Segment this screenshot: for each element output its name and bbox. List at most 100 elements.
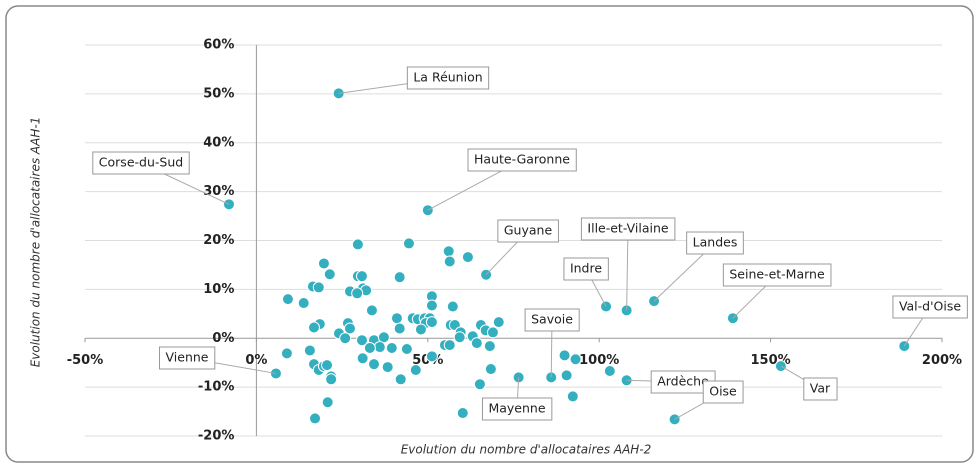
point	[442, 245, 455, 258]
point	[402, 237, 415, 250]
point	[483, 340, 496, 353]
leader-line	[626, 228, 629, 311]
label-box	[497, 219, 559, 243]
point-label: Val-d'Oise	[892, 295, 968, 319]
frame	[5, 5, 974, 463]
point-label: Ille-et-Vilaine	[580, 217, 676, 241]
point-label: Seine-et-Marne	[722, 263, 832, 287]
point	[381, 361, 394, 374]
x-tick-label: 200%	[922, 353, 962, 368]
y-axis-title: Evolution du nombre d'allocataires AAH-1	[29, 117, 43, 368]
point-label: Haute-Garonne	[467, 148, 577, 172]
point	[425, 299, 438, 312]
y-tick-label: 10%	[203, 282, 234, 297]
point	[355, 334, 368, 347]
x-tick-label: -50%	[67, 353, 104, 368]
point	[325, 373, 338, 386]
label-text: Savoie	[531, 312, 573, 327]
label-box	[702, 380, 744, 404]
label-text: Ardèche	[657, 374, 709, 389]
point	[425, 316, 438, 329]
point	[560, 369, 573, 382]
point	[309, 412, 322, 425]
point	[365, 304, 378, 317]
point	[425, 350, 438, 363]
point	[394, 373, 407, 386]
label-box	[467, 148, 577, 172]
point-label: Oise	[702, 380, 744, 404]
label-box	[892, 295, 968, 319]
label-text: Landes	[693, 235, 738, 250]
point	[603, 364, 616, 377]
label-box	[686, 231, 744, 255]
point	[409, 364, 422, 377]
point-label: Vienne	[159, 346, 216, 370]
point-label: Var	[803, 377, 838, 401]
point	[393, 271, 406, 284]
point	[321, 396, 334, 409]
point	[307, 321, 320, 334]
point-label: Guyane	[497, 219, 559, 243]
point	[367, 358, 380, 371]
point	[312, 281, 325, 294]
y-tick-label: 50%	[203, 86, 234, 101]
point	[453, 331, 466, 344]
point	[351, 287, 364, 300]
label-box	[92, 151, 190, 175]
point	[443, 339, 456, 352]
point-label: Corse-du-Sud	[92, 151, 190, 175]
label-box	[524, 308, 580, 332]
point	[486, 326, 499, 339]
point-label: Landes	[686, 231, 744, 255]
x-tick-label: 100%	[579, 353, 619, 368]
label-text: Mayenne	[488, 401, 545, 416]
label-box	[580, 217, 676, 241]
y-tick-label: 20%	[203, 233, 234, 248]
point	[339, 332, 352, 345]
point	[351, 238, 364, 251]
label-text: Var	[810, 381, 831, 396]
point-label: La Réunion	[406, 66, 490, 90]
point-label: Indre	[563, 257, 609, 281]
point-label: Savoie	[524, 308, 580, 332]
label-text: Val-d'Oise	[899, 299, 961, 314]
y-tick-label: -20%	[198, 429, 235, 444]
label-text: Vienne	[166, 350, 209, 365]
point	[323, 268, 336, 281]
point-label: Ardèche	[650, 370, 716, 394]
label-text: Guyane	[504, 223, 553, 238]
point	[321, 359, 334, 372]
point	[281, 293, 294, 306]
point	[343, 322, 356, 335]
label-box	[563, 257, 609, 281]
y-tick-label: 0%	[212, 331, 234, 346]
point-label: Mayenne	[481, 397, 553, 421]
y-tick-label: -10%	[198, 380, 235, 395]
label-box	[406, 66, 490, 90]
grid: -20%-10%0%10%20%30%40%50%60%-50%0%50%100…	[67, 38, 962, 444]
point	[566, 390, 579, 403]
label-text: Haute-Garonne	[474, 152, 570, 167]
x-axis-title: Evolution du nombre d'allocataires AAH-2	[401, 443, 652, 457]
x-tick-label: 0%	[245, 353, 267, 368]
y-tick-label: 40%	[203, 135, 234, 150]
point	[280, 347, 293, 360]
point	[569, 353, 582, 366]
point	[393, 322, 406, 335]
labels: La Réunion Corse-du-Sud Haute-Garonne Guyan…	[92, 66, 968, 421]
point	[355, 270, 368, 283]
marks	[222, 87, 911, 426]
point	[558, 349, 571, 362]
point	[414, 323, 427, 336]
point	[456, 407, 469, 420]
point	[363, 342, 376, 355]
label-box	[722, 263, 832, 287]
label-box	[159, 346, 216, 370]
point	[473, 378, 486, 391]
label-text: Corse-du-Sud	[99, 155, 183, 170]
y-tick-label: 30%	[203, 184, 234, 199]
label-text: Oise	[709, 384, 737, 399]
label-box	[481, 397, 553, 421]
point	[317, 257, 330, 270]
